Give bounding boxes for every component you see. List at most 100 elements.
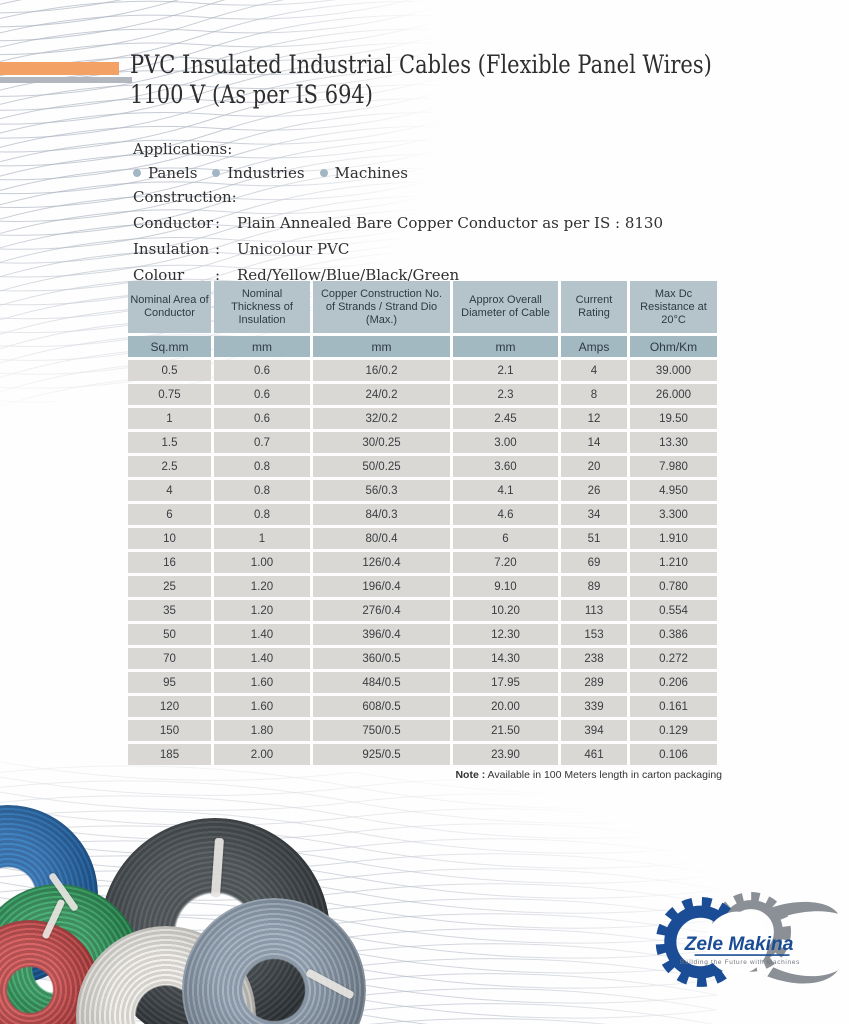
table-cell: 276/0.4 <box>313 600 450 621</box>
table-cell: 35 <box>128 600 211 621</box>
table-cell: 153 <box>561 624 627 645</box>
table-row: 0.5 0.6 16/0.2 2.1 4 39.000 <box>128 360 717 381</box>
table-cell: 1.910 <box>630 528 717 549</box>
table-cell: 185 <box>128 744 211 765</box>
table-cell: 16 <box>128 552 211 573</box>
table-cell: 12.30 <box>453 624 558 645</box>
table-cell: 56/0.3 <box>313 480 450 501</box>
table-cell: 10.20 <box>453 600 558 621</box>
construction-section: Construction: Conductor: Plain Annealed B… <box>133 188 663 284</box>
table-cell: 32/0.2 <box>313 408 450 429</box>
table-cell: 1.40 <box>214 648 310 669</box>
table-cell: 14 <box>561 432 627 453</box>
table-cell: 608/0.5 <box>313 696 450 717</box>
page-title: PVC Insulated Industrial Cables (Flexibl… <box>130 50 712 110</box>
construction-row: Conductor: Plain Annealed Bare Copper Con… <box>133 214 663 232</box>
table-cell: 0.272 <box>630 648 717 669</box>
table-cell: 0.206 <box>630 672 717 693</box>
table-cell: 26.000 <box>630 384 717 405</box>
table-cell: 70 <box>128 648 211 669</box>
table-cell: 0.6 <box>214 408 310 429</box>
column-unit: mm <box>453 336 558 357</box>
table-cell: 16/0.2 <box>313 360 450 381</box>
specification-table: Nominal Area of Conductor Nominal Thickne… <box>125 278 720 768</box>
table-cell: 1 <box>128 408 211 429</box>
column-unit: Amps <box>561 336 627 357</box>
column-header: Copper Construction No. of Strands / Str… <box>313 281 450 333</box>
table-cell: 196/0.4 <box>313 576 450 597</box>
table-cell: 1.20 <box>214 600 310 621</box>
table-cell: 89 <box>561 576 627 597</box>
application-label: Machines <box>334 164 408 182</box>
table-row: 95 1.60 484/0.5 17.95 289 0.206 <box>128 672 717 693</box>
table-cell: 7.20 <box>453 552 558 573</box>
construction-rows: Conductor: Plain Annealed Bare Copper Con… <box>133 214 663 284</box>
column-unit: Sq.mm <box>128 336 211 357</box>
table-row: 185 2.00 925/0.5 23.90 461 0.106 <box>128 744 717 765</box>
application-item: Panels <box>133 164 197 182</box>
table-row: 25 1.20 196/0.4 9.10 89 0.780 <box>128 576 717 597</box>
table-cell: 30/0.25 <box>313 432 450 453</box>
column-unit: mm <box>214 336 310 357</box>
logo-tagline: Building the Future with Machines <box>680 959 800 966</box>
applications-heading: Applications: <box>133 140 233 158</box>
table-cell: 396/0.4 <box>313 624 450 645</box>
column-header: Current Rating <box>561 281 627 333</box>
column-header: Nominal Thickness of Insulation <box>214 281 310 333</box>
table-cell: 394 <box>561 720 627 741</box>
table-cell: 12 <box>561 408 627 429</box>
table-cell: 2.5 <box>128 456 211 477</box>
page-title-line2: 1100 V (As per IS 694) <box>130 80 373 109</box>
note-text: Available in 100 Meters length in carton… <box>485 769 722 781</box>
table-cell: 0.5 <box>128 360 211 381</box>
table-cell: 1.210 <box>630 552 717 573</box>
application-label: Panels <box>148 164 198 182</box>
table-cell: 925/0.5 <box>313 744 450 765</box>
table-cell: 51 <box>561 528 627 549</box>
table-cell: 8 <box>561 384 627 405</box>
table-cell: 1 <box>214 528 310 549</box>
construction-separator: : <box>215 214 221 232</box>
table-cell: 0.161 <box>630 696 717 717</box>
table-row: 2.5 0.8 50/0.25 3.60 20 7.980 <box>128 456 717 477</box>
table-cell: 20 <box>561 456 627 477</box>
table-cell: 1.5 <box>128 432 211 453</box>
table-cell: 39.000 <box>630 360 717 381</box>
table-note: Note : Available in 100 Meters length in… <box>128 769 722 781</box>
table-cell: 4 <box>128 480 211 501</box>
table-cell: 4.1 <box>453 480 558 501</box>
column-header: Nominal Area of Conductor <box>128 281 211 333</box>
table-cell: 1.60 <box>214 672 310 693</box>
construction-separator: : <box>215 240 221 258</box>
table-row: 6 0.8 84/0.3 4.6 34 3.300 <box>128 504 717 525</box>
table-cell: 1.00 <box>214 552 310 573</box>
table-row: 150 1.80 750/0.5 21.50 394 0.129 <box>128 720 717 741</box>
table-cell: 9.10 <box>453 576 558 597</box>
bullet-icon <box>133 169 141 177</box>
column-unit: Ohm/Km <box>630 336 717 357</box>
table-cell: 3.60 <box>453 456 558 477</box>
table-cell: 25 <box>128 576 211 597</box>
table-cell: 1.20 <box>214 576 310 597</box>
table-cell: 13.30 <box>630 432 717 453</box>
table-cell: 0.106 <box>630 744 717 765</box>
table-row: 1 0.6 32/0.2 2.45 12 19.50 <box>128 408 717 429</box>
application-item: Machines <box>319 164 408 182</box>
table-cell: 2.00 <box>214 744 310 765</box>
accent-bar-orange <box>0 62 119 75</box>
note-label: Note : <box>455 769 486 781</box>
table-cell: 0.8 <box>214 456 310 477</box>
table-cell: 238 <box>561 648 627 669</box>
table-cell: 21.50 <box>453 720 558 741</box>
table-cell: 484/0.5 <box>313 672 450 693</box>
table-cell: 3.00 <box>453 432 558 453</box>
table-cell: 20.00 <box>453 696 558 717</box>
table-cell: 0.386 <box>630 624 717 645</box>
table-cell: 3.300 <box>630 504 717 525</box>
table-cell: 0.780 <box>630 576 717 597</box>
accent-bar-gray <box>0 77 132 83</box>
table-cell: 360/0.5 <box>313 648 450 669</box>
table-cell: 50 <box>128 624 211 645</box>
